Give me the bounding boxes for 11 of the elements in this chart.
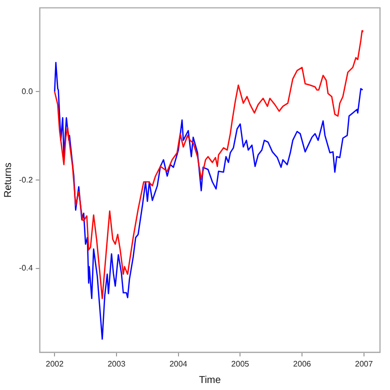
y-tick-label: -0.4	[18, 264, 34, 273]
x-axis-title: Time	[198, 374, 222, 386]
x-tick-label: 2007	[355, 359, 374, 368]
y-tick-label: 0.0	[22, 86, 34, 96]
y-axis-title: Returns	[2, 162, 14, 198]
x-tick-label: 2002	[46, 359, 64, 368]
x-tick-label: 2006	[293, 359, 312, 368]
x-tick-label: 2003	[108, 359, 126, 368]
x-tick-label: 2004	[169, 359, 188, 368]
x-tick-label: 2005	[231, 359, 250, 368]
y-tick-label: -0.2	[18, 175, 34, 184]
